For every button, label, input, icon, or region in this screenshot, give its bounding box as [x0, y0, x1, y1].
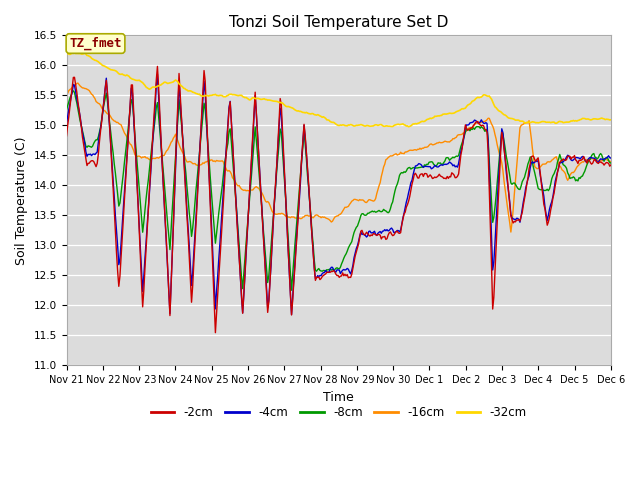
Legend: -2cm, -4cm, -8cm, -16cm, -32cm: -2cm, -4cm, -8cm, -16cm, -32cm: [146, 401, 531, 424]
-32cm: [232, 92, 240, 98]
-16cm: [607, 159, 614, 165]
Y-axis label: Soil Temperature (C): Soil Temperature (C): [15, 136, 28, 264]
-32cm: [292, 108, 300, 113]
Line: -2cm: -2cm: [67, 66, 611, 333]
-2cm: [396, 230, 403, 236]
-32cm: [367, 123, 375, 129]
Line: -8cm: -8cm: [67, 91, 611, 290]
-16cm: [233, 182, 241, 188]
-8cm: [233, 213, 241, 219]
-2cm: [465, 126, 473, 132]
-8cm: [559, 162, 567, 168]
-2cm: [369, 230, 377, 236]
-8cm: [396, 172, 403, 178]
-16cm: [507, 229, 515, 235]
-2cm: [294, 209, 302, 215]
-4cm: [233, 215, 241, 220]
X-axis label: Time: Time: [323, 391, 354, 404]
-8cm: [63, 107, 70, 112]
-2cm: [607, 162, 614, 168]
-16cm: [464, 126, 472, 132]
-4cm: [396, 229, 403, 235]
-4cm: [288, 312, 296, 317]
-32cm: [394, 121, 401, 127]
-32cm: [607, 117, 614, 123]
-32cm: [63, 50, 70, 56]
-4cm: [559, 159, 567, 165]
-8cm: [465, 127, 473, 132]
-8cm: [288, 288, 296, 293]
-8cm: [294, 199, 302, 205]
-32cm: [404, 124, 412, 130]
Line: -32cm: -32cm: [67, 53, 611, 127]
-8cm: [70, 88, 77, 94]
Line: -16cm: -16cm: [67, 83, 611, 232]
-16cm: [559, 168, 567, 174]
-32cm: [558, 119, 566, 125]
-4cm: [63, 120, 70, 126]
Text: TZ_fmet: TZ_fmet: [69, 37, 122, 50]
-2cm: [559, 156, 567, 162]
Line: -4cm: -4cm: [67, 74, 611, 314]
-8cm: [369, 209, 377, 215]
-4cm: [465, 122, 473, 128]
-16cm: [394, 152, 402, 157]
Title: Tonzi Soil Temperature Set D: Tonzi Soil Temperature Set D: [229, 15, 449, 30]
-32cm: [464, 102, 472, 108]
-4cm: [154, 72, 161, 77]
-2cm: [63, 133, 70, 139]
-2cm: [154, 63, 161, 69]
-4cm: [294, 211, 302, 217]
-2cm: [234, 239, 242, 244]
-16cm: [293, 215, 301, 221]
-2cm: [212, 330, 220, 336]
-4cm: [607, 155, 614, 161]
-16cm: [63, 92, 70, 97]
-16cm: [74, 80, 82, 86]
-16cm: [369, 198, 376, 204]
-8cm: [607, 160, 614, 166]
-4cm: [369, 229, 377, 235]
